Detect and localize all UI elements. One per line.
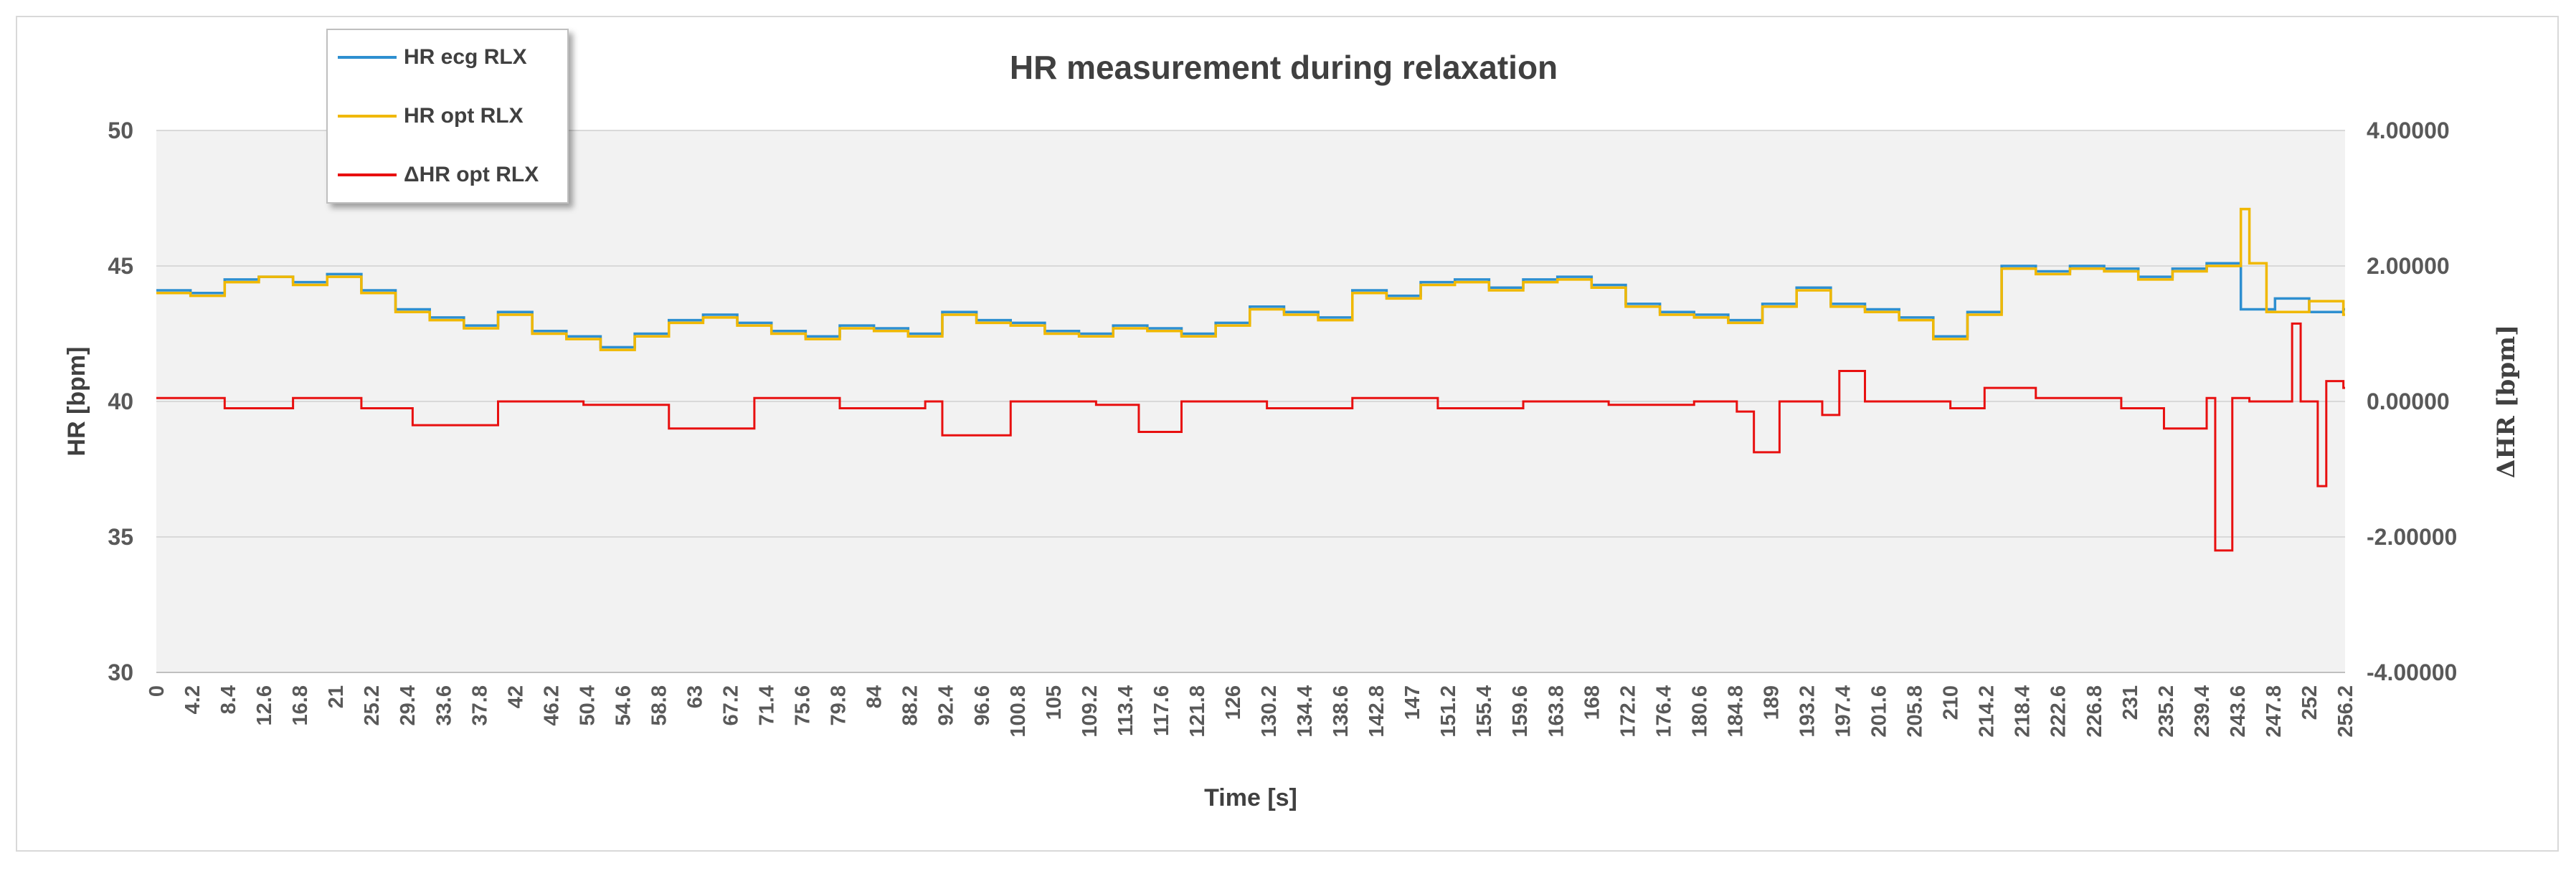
x-tick-label: 214.2 bbox=[1976, 685, 1999, 738]
x-tick-label: 243.6 bbox=[2227, 685, 2250, 738]
x-tick-label: 25.2 bbox=[361, 685, 384, 725]
y-left-tick-label: 50 bbox=[108, 118, 133, 143]
x-tick-label: 75.6 bbox=[792, 685, 815, 725]
chart-title: HR measurement during relaxation bbox=[1010, 49, 1558, 86]
x-tick-label: 33.6 bbox=[432, 685, 455, 725]
x-tick-label: 184.8 bbox=[1724, 685, 1747, 738]
y-right-tick-label: -4.00000 bbox=[2367, 660, 2457, 685]
x-tick-label: 21 bbox=[325, 685, 348, 708]
legend-item-hr-ecg: HR ecg RLX bbox=[338, 43, 527, 72]
legend-swatch-delta-hr bbox=[338, 173, 397, 176]
x-tick-label: 121.8 bbox=[1186, 685, 1209, 738]
x-tick-label: 88.2 bbox=[899, 685, 922, 725]
x-tick-label: 113.4 bbox=[1114, 685, 1137, 736]
y-right-tick-label: 2.00000 bbox=[2367, 253, 2450, 279]
x-tick-label: 126 bbox=[1222, 685, 1245, 720]
x-tick-label: 172.2 bbox=[1616, 685, 1639, 738]
x-tick-label: 58.8 bbox=[648, 685, 671, 725]
series-line-2 bbox=[156, 207, 2345, 351]
x-tick-label: 42 bbox=[504, 685, 527, 708]
legend: HR ecg RLX HR opt RLX ΔHR opt RLX bbox=[326, 29, 569, 204]
x-tick-label: 205.8 bbox=[1904, 685, 1927, 738]
x-tick-label: 168 bbox=[1581, 685, 1604, 720]
x-tick-label: 256.2 bbox=[2334, 685, 2357, 738]
x-tick-label: 189 bbox=[1760, 685, 1783, 720]
x-tick-label: 63 bbox=[683, 685, 706, 708]
x-tick-label: 247.8 bbox=[2263, 685, 2286, 738]
x-tick-label: 92.4 bbox=[935, 685, 958, 725]
x-tick-label: 201.6 bbox=[1868, 685, 1891, 738]
y-left-tick-label: 35 bbox=[108, 524, 133, 550]
y-right-tick-label: -2.00000 bbox=[2367, 524, 2457, 550]
x-tick-label: 84 bbox=[863, 685, 886, 708]
y-left-tick-label: 30 bbox=[108, 660, 133, 685]
x-tick-label: 71.4 bbox=[756, 685, 779, 725]
x-tick-label: 197.4 bbox=[1832, 685, 1855, 738]
y-right-tick-label: 0.00000 bbox=[2367, 389, 2450, 414]
y-axis-right-label: ΔHR [bpm] bbox=[2492, 325, 2521, 478]
x-tick-label: 4.2 bbox=[181, 685, 204, 714]
x-tick-label: 134.4 bbox=[1294, 685, 1317, 738]
x-tick-label: 159.6 bbox=[1509, 685, 1532, 738]
x-tick-label: 226.8 bbox=[2083, 685, 2106, 738]
x-tick-label: 0 bbox=[146, 685, 169, 697]
x-tick-label: 235.2 bbox=[2155, 685, 2178, 738]
legend-label-hr-opt: HR opt RLX bbox=[404, 104, 524, 128]
x-tick-label: 109.2 bbox=[1079, 685, 1102, 738]
x-tick-label: 147 bbox=[1401, 685, 1424, 720]
legend-item-hr-opt: HR opt RLX bbox=[338, 102, 524, 130]
x-tick-label: 105 bbox=[1043, 685, 1066, 720]
x-tick-label: 138.6 bbox=[1330, 685, 1353, 738]
x-tick-label: 12.6 bbox=[253, 685, 276, 725]
x-tick-label: 151.2 bbox=[1437, 685, 1460, 738]
y-left-tick-label: 40 bbox=[108, 389, 133, 414]
x-tick-label: 29.4 bbox=[397, 685, 420, 725]
legend-swatch-hr-ecg bbox=[338, 56, 397, 59]
x-tick-label: 252 bbox=[2298, 685, 2321, 720]
legend-item-delta-hr: ΔHR opt RLX bbox=[338, 161, 539, 189]
x-tick-label: 222.6 bbox=[2047, 685, 2070, 738]
legend-label-delta-hr: ΔHR opt RLX bbox=[404, 163, 539, 186]
y-right-tick-label: 4.00000 bbox=[2367, 118, 2450, 143]
y-axis-left-label: HR [bpm] bbox=[63, 347, 90, 457]
series-line-3 bbox=[156, 322, 2345, 552]
x-tick-label: 37.8 bbox=[468, 685, 491, 725]
x-tick-label: 8.4 bbox=[217, 685, 240, 714]
x-tick-label: 130.2 bbox=[1258, 685, 1281, 738]
x-tick-label: 117.6 bbox=[1150, 685, 1173, 736]
x-tick-label: 163.8 bbox=[1545, 685, 1568, 738]
x-tick-label: 96.6 bbox=[971, 685, 994, 725]
x-tick-label: 176.4 bbox=[1652, 685, 1675, 738]
x-tick-label: 67.2 bbox=[720, 685, 743, 725]
x-tick-label: 218.4 bbox=[2012, 685, 2035, 738]
x-tick-label: 100.8 bbox=[1007, 685, 1030, 738]
x-tick-label: 231 bbox=[2119, 685, 2142, 720]
x-tick-label: 46.2 bbox=[540, 685, 563, 725]
x-tick-label: 155.4 bbox=[1473, 685, 1496, 738]
x-tick-label: 50.4 bbox=[576, 685, 599, 725]
x-axis-label: Time [s] bbox=[1204, 784, 1297, 811]
x-tick-label: 210 bbox=[1940, 685, 1963, 720]
x-tick-label: 180.6 bbox=[1688, 685, 1711, 738]
x-tick-label: 239.4 bbox=[2191, 685, 2214, 738]
x-tick-label: 142.8 bbox=[1365, 685, 1388, 738]
x-tick-label: 54.6 bbox=[612, 685, 635, 725]
x-tick-label: 79.8 bbox=[828, 685, 851, 725]
x-tick-label: 193.2 bbox=[1796, 685, 1819, 738]
x-tick-label: 16.8 bbox=[289, 685, 312, 725]
y-left-tick-label: 45 bbox=[108, 253, 133, 279]
legend-swatch-hr-opt bbox=[338, 115, 397, 118]
legend-label-hr-ecg: HR ecg RLX bbox=[404, 45, 527, 69]
